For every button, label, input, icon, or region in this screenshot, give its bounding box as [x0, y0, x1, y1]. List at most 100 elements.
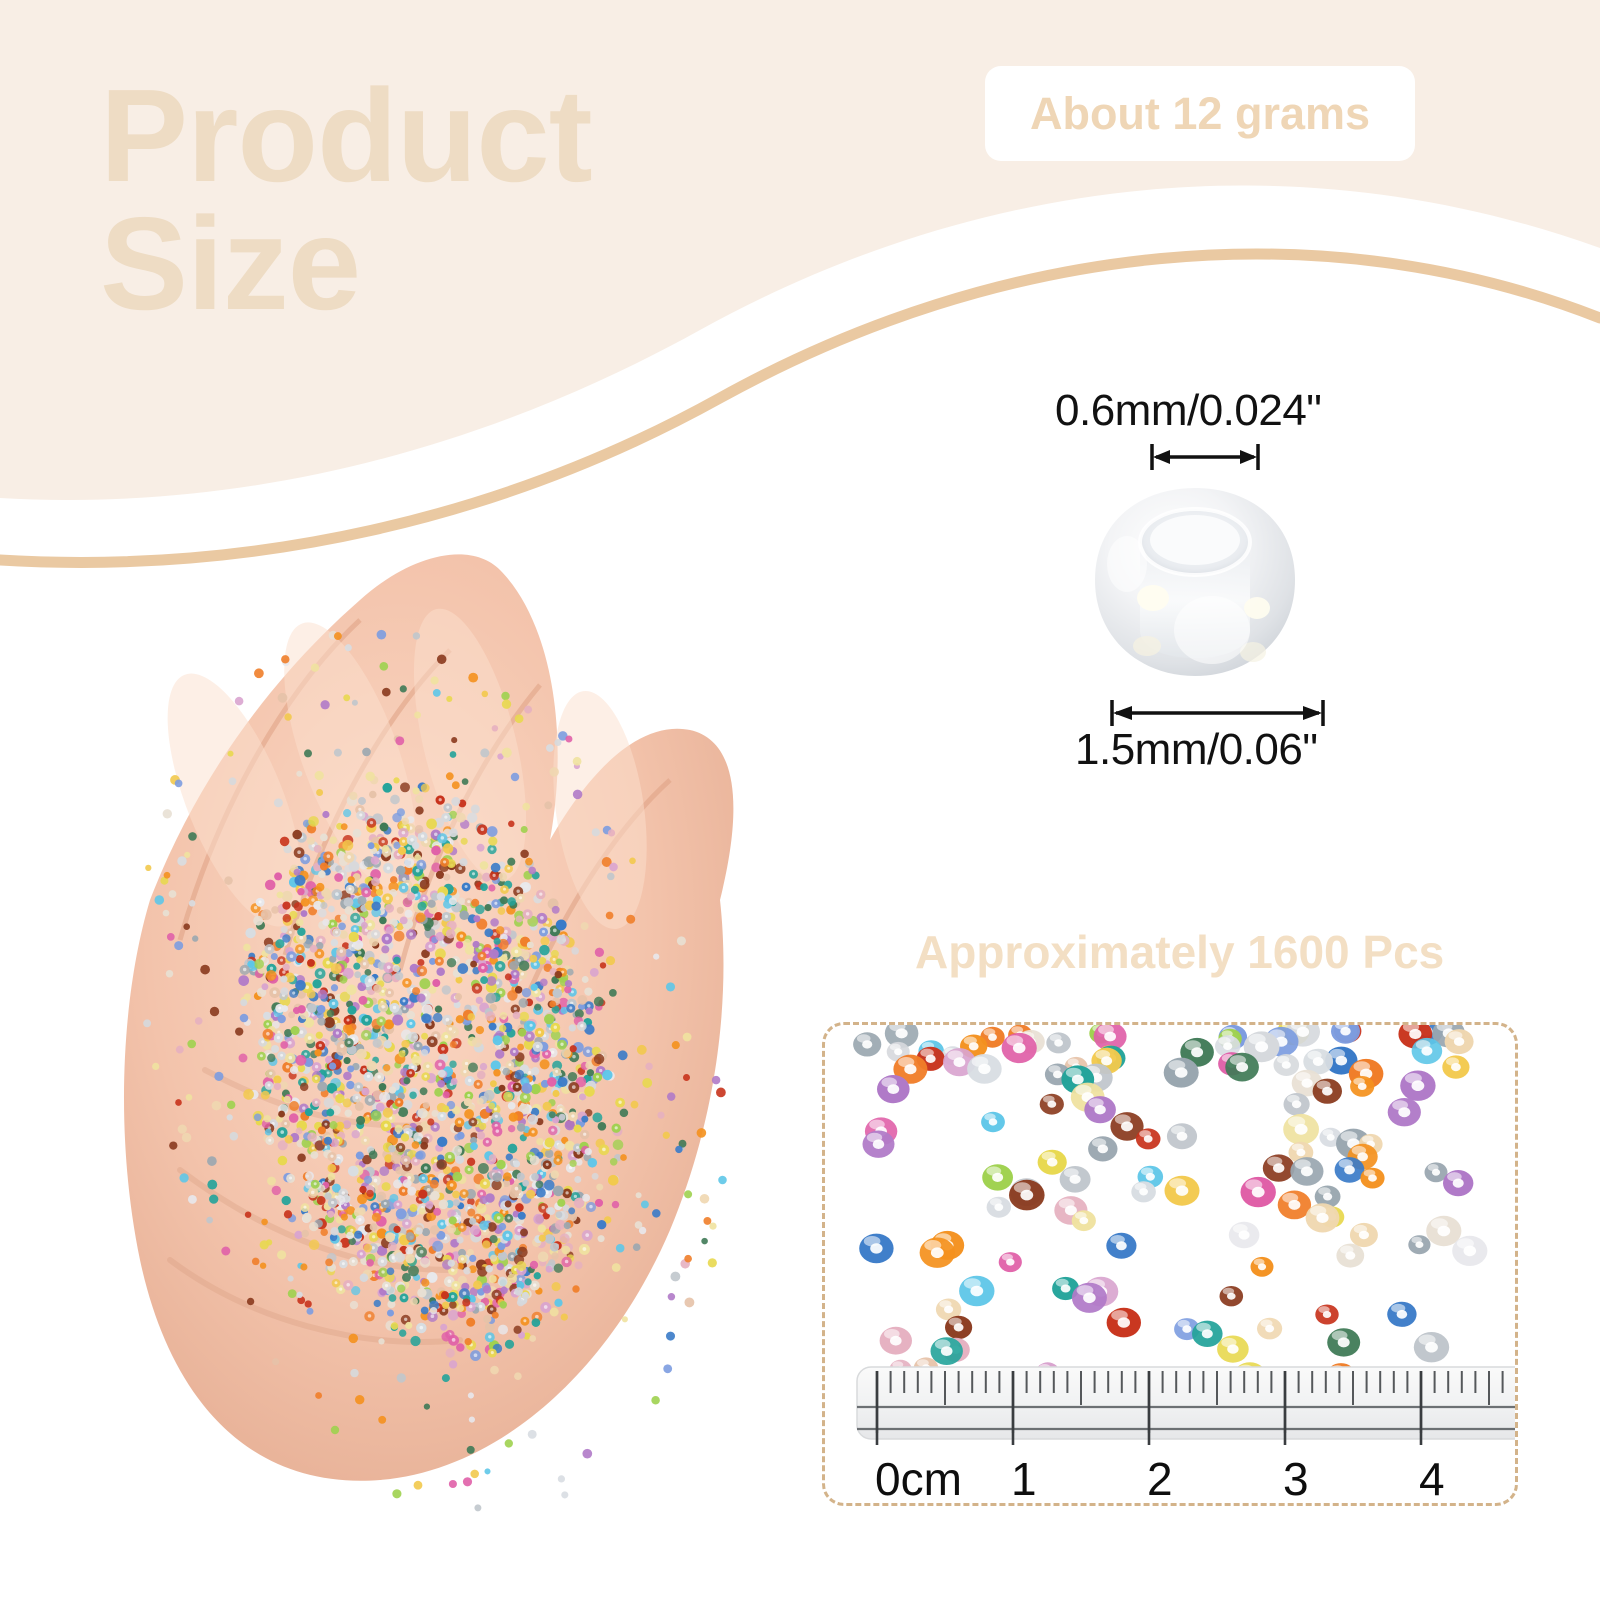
scatter-bead — [982, 1164, 1013, 1191]
scatter-bead — [1215, 1035, 1241, 1058]
scatter-bead — [1001, 1032, 1037, 1064]
scatter-bead — [1315, 1304, 1339, 1325]
scatter-bead — [1400, 1070, 1436, 1101]
scatter-bead — [1163, 1057, 1199, 1088]
scatter-bead — [1273, 1054, 1300, 1076]
ruler-body — [856, 1366, 1515, 1440]
scatter-bead — [1336, 1243, 1365, 1268]
scatter-bead — [1240, 1176, 1276, 1208]
weight-badge: About 12 grams — [985, 66, 1415, 161]
hand-with-beads-photo: {} — [123, 554, 734, 1512]
scatter-bead — [1039, 1093, 1064, 1115]
page-title: Product Size — [100, 62, 593, 338]
ruler-tick-label: 1 — [1011, 1453, 1037, 1503]
scatter-bead — [1166, 1123, 1198, 1150]
scatter-bead — [1303, 1048, 1334, 1075]
scatter-bead — [919, 1237, 955, 1268]
scatter-bead — [1052, 1276, 1080, 1301]
scatter-bead — [1164, 1175, 1200, 1206]
scatter-bead — [1106, 1307, 1141, 1338]
scatter-bead — [859, 1233, 894, 1264]
quantity-title: Approximately 1600 Pcs — [915, 926, 1445, 978]
scatter-bead — [1444, 1029, 1474, 1055]
scatter-bead — [1135, 1128, 1161, 1150]
scatter-bead — [877, 1075, 910, 1104]
scatter-bead — [1106, 1232, 1137, 1259]
scatter-bead — [1131, 1181, 1156, 1203]
scatter-bead — [1219, 1286, 1244, 1307]
scatter-bead — [1387, 1098, 1421, 1127]
scatter-bead — [981, 1111, 1005, 1133]
scatter-bead — [1110, 1112, 1144, 1141]
scatter-bead — [998, 1252, 1022, 1273]
bead-macro-image — [1095, 488, 1295, 676]
scatter-bead — [945, 1315, 973, 1340]
scatter-bead — [1314, 1185, 1341, 1208]
ruler-tick-label: 3 — [1283, 1453, 1309, 1503]
scatter-bead — [1312, 1078, 1342, 1104]
scatter-bead — [930, 1337, 963, 1365]
scatter-bead — [1413, 1332, 1450, 1363]
scatter-bead — [1305, 1203, 1340, 1233]
scatter-bead — [1093, 1025, 1127, 1051]
scatter-bead — [1046, 1032, 1071, 1054]
scatter-bead — [1283, 1113, 1319, 1145]
ruler-tick-label: 2 — [1147, 1453, 1173, 1503]
scatter-bead — [1424, 1162, 1448, 1183]
scatter-bead — [1442, 1055, 1470, 1079]
scatter-bead — [986, 1196, 1011, 1218]
scatter-bead — [1071, 1282, 1107, 1313]
scatter-bead — [1088, 1136, 1118, 1162]
scatter-bead — [1257, 1317, 1283, 1340]
scatter-bead — [1360, 1167, 1385, 1189]
scatter-bead — [1217, 1335, 1249, 1363]
scatter-bead — [1327, 1328, 1361, 1357]
scatter-bead — [935, 1298, 962, 1321]
scatter-bead — [1408, 1235, 1431, 1255]
hole-dimension-label: 0.6mm/0.024" — [1055, 386, 1322, 435]
bead-pile: {} — [143, 629, 727, 1512]
bead-dimension-label: 1.5mm/0.06" — [1075, 725, 1318, 774]
weight-badge-label: About 12 grams — [1029, 87, 1371, 139]
scatter-bead — [853, 1032, 882, 1057]
bead-macro-block: 0.6mm/0.024" — [1000, 380, 1470, 800]
scatter-bead — [1331, 1025, 1360, 1044]
scatter-bead — [1349, 1222, 1378, 1248]
scatter-bead — [1071, 1210, 1096, 1232]
scatter-bead — [1290, 1157, 1324, 1186]
scatter-bead — [1443, 1170, 1474, 1197]
scatter-bead — [1192, 1320, 1223, 1347]
scatter-bead — [1228, 1221, 1260, 1249]
scatter-bead — [1059, 1166, 1091, 1193]
scatter-bead — [1225, 1052, 1259, 1082]
scatter-bead — [1426, 1215, 1462, 1247]
scatter-bead — [1334, 1157, 1365, 1183]
ruler-tick-label: 4 — [1419, 1453, 1445, 1503]
scatter-bead — [967, 1054, 1002, 1084]
ruler-tick-label: 0cm — [875, 1453, 962, 1503]
scatter-bead — [1411, 1037, 1443, 1065]
hole-dimension-arrow — [1150, 444, 1260, 470]
scatter-bead — [1243, 1031, 1280, 1063]
quantity-sample-panel: 0cm 1 2 3 4 — [822, 1022, 1518, 1506]
scatter-bead — [862, 1130, 895, 1158]
scatter-bead — [879, 1326, 912, 1355]
bead-dimension-arrow — [1110, 700, 1325, 726]
scatter-bead — [1350, 1076, 1375, 1097]
scatter-bead — [893, 1054, 928, 1084]
scatter-bead — [1277, 1190, 1312, 1220]
ruler-graphic: 0cm 1 2 3 4 — [856, 1366, 1515, 1503]
scatter-bead — [1387, 1301, 1417, 1327]
scatter-bead — [1262, 1154, 1295, 1182]
scatter-bead — [884, 1025, 919, 1048]
scatter-bead — [1084, 1096, 1116, 1124]
scatter-bead — [1061, 1065, 1095, 1094]
scatter-bead — [1283, 1093, 1310, 1116]
scatter-bead — [959, 1275, 995, 1307]
scatter-bead — [1037, 1149, 1067, 1175]
scatter-bead — [1325, 1046, 1358, 1075]
scatter-bead — [1452, 1235, 1488, 1266]
scatter-bead — [1009, 1179, 1045, 1211]
scatter-bead — [1250, 1256, 1274, 1277]
